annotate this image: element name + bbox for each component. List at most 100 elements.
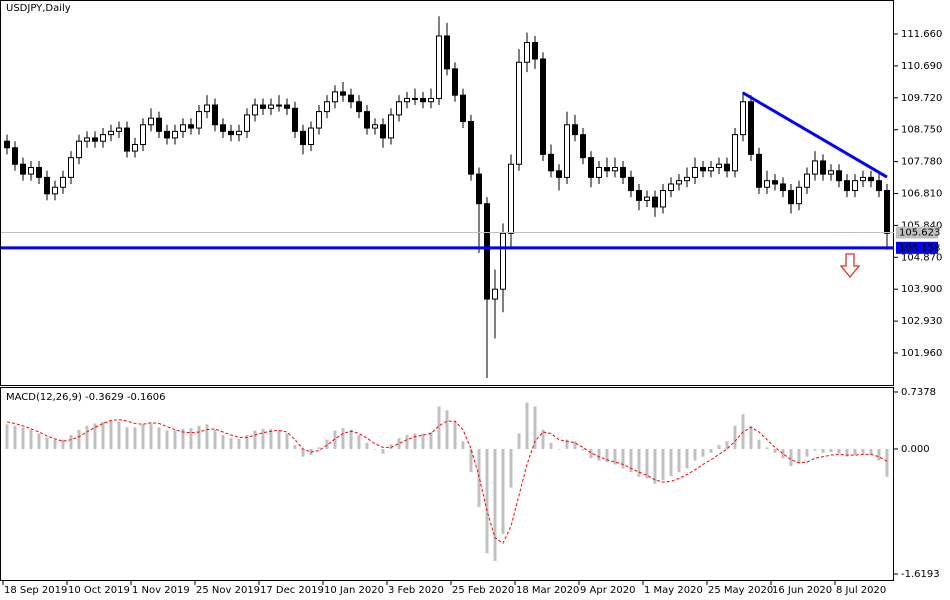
candle-body — [372, 124, 378, 129]
macd-bar — [181, 428, 185, 449]
down-arrow — [839, 253, 861, 279]
candle-body — [212, 104, 218, 126]
macd-bar — [13, 425, 17, 449]
candle-body — [492, 288, 498, 300]
candle-body — [700, 167, 706, 172]
macd-bar — [405, 435, 409, 449]
candle-body — [364, 111, 370, 129]
macd-bar — [805, 448, 809, 457]
macd-bar — [349, 429, 353, 449]
macd-bar — [21, 427, 25, 449]
macd-bar — [61, 439, 65, 449]
candle-body — [196, 111, 202, 129]
macd-bar — [221, 435, 225, 449]
candle-body — [836, 170, 842, 182]
x-tick-label: 1 May 2020 — [644, 585, 703, 596]
candle-body — [268, 104, 274, 109]
candle-body — [532, 42, 538, 60]
y-tick-label: 103.900 — [901, 284, 942, 295]
macd-bar — [621, 448, 625, 469]
macd-bar — [205, 424, 209, 449]
macd-bar — [357, 435, 361, 449]
x-tick-label: 10 Oct 2019 — [68, 585, 130, 596]
macd-title: MACD(12,26,9) -0.3629 -0.1606 — [6, 392, 166, 403]
macd-bar — [53, 439, 57, 449]
macd-bar — [853, 448, 857, 456]
macd-bar — [725, 441, 729, 449]
y-tick-label: 107.780 — [901, 157, 942, 168]
macd-bar — [781, 448, 785, 459]
candle-body — [572, 124, 578, 136]
candle-body — [172, 130, 178, 139]
macd-bar — [69, 435, 73, 449]
candle-body — [452, 68, 458, 96]
macd-bar — [533, 406, 537, 449]
macd-bar — [325, 439, 329, 449]
x-tick-label: 8 Jul 2020 — [836, 585, 886, 596]
macd-bar — [789, 448, 793, 466]
candle-body — [108, 130, 114, 136]
candle-body — [604, 167, 610, 172]
macd-bar — [365, 442, 369, 449]
macd-bar — [525, 402, 529, 449]
candle-body — [628, 176, 634, 192]
macd-bar — [493, 448, 497, 561]
candle-body — [308, 127, 314, 145]
candle-body — [852, 180, 858, 192]
candle-body — [236, 130, 242, 136]
candle-body — [612, 167, 618, 172]
candle-body — [284, 104, 290, 109]
macd-bar — [845, 448, 849, 457]
macd-bar — [701, 448, 705, 457]
macd-bar — [277, 430, 281, 449]
candle-body — [20, 163, 26, 175]
macd-bar — [341, 428, 345, 449]
macd-bar — [397, 438, 401, 449]
candle-body — [620, 167, 626, 178]
macd-bar — [149, 423, 153, 449]
macd-bar — [421, 433, 425, 449]
candle-body — [676, 180, 682, 185]
macd-bar — [669, 448, 673, 476]
macd-bar — [685, 448, 689, 469]
macd-bar — [813, 448, 817, 451]
x-tick-label: 10 Jan 2020 — [324, 585, 384, 596]
macd-bar — [773, 448, 777, 453]
macd-bar — [549, 442, 553, 449]
macd-bar — [445, 410, 449, 449]
macd-bar — [125, 427, 129, 449]
candle-body — [148, 117, 154, 126]
candle-body — [652, 196, 658, 208]
x-tick-label: 18 Sep 2019 — [4, 585, 67, 596]
candle-body — [228, 130, 234, 136]
macd-bar — [109, 421, 113, 449]
macd-bar — [829, 448, 833, 453]
candle-body — [844, 180, 850, 192]
candle-body — [140, 124, 146, 145]
macd-bar — [261, 428, 265, 449]
candle-body — [100, 134, 106, 142]
macd-bar — [517, 433, 521, 449]
candle-body — [116, 127, 122, 132]
candle-body — [164, 130, 170, 139]
candle-body — [292, 107, 298, 132]
macd-bar — [573, 441, 577, 449]
macd-bar — [93, 423, 97, 449]
macd-bar — [429, 431, 433, 449]
macd-bar — [157, 427, 161, 449]
candle-body — [876, 180, 882, 192]
current-price-box — [896, 226, 938, 239]
candle-body — [324, 101, 330, 113]
candle-body — [44, 176, 50, 195]
macd-bar — [749, 425, 753, 449]
y-tick-label: 111.660 — [901, 29, 942, 40]
candle-body — [580, 134, 586, 159]
y-tick-label: 0.7378 — [901, 387, 936, 398]
macd-bar — [757, 439, 761, 449]
candle-body — [692, 167, 698, 178]
y-tick-label: 104.870 — [901, 252, 942, 263]
macd-bar — [717, 445, 721, 449]
candle-body — [444, 35, 450, 70]
support-box — [896, 241, 938, 254]
